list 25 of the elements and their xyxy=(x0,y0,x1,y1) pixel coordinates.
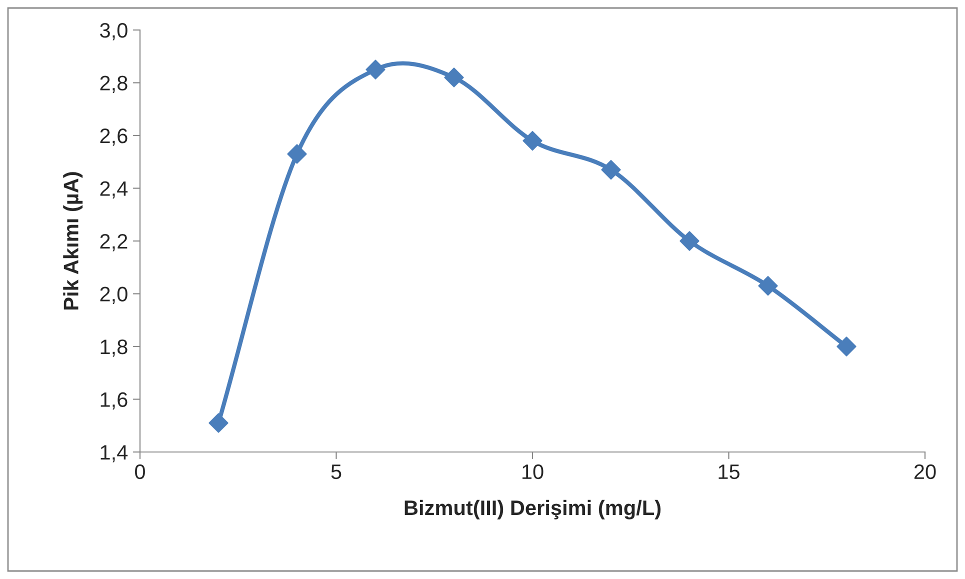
point xyxy=(208,413,228,433)
point xyxy=(680,231,700,251)
point xyxy=(758,276,778,296)
x-tick-label: 20 xyxy=(914,464,936,480)
y-tick-label: 2,0 xyxy=(100,286,128,304)
y-tick-label: 2,6 xyxy=(100,128,128,146)
x-tick-label: 0 xyxy=(135,464,145,480)
point xyxy=(366,60,386,80)
y-axis-title: Pik Akımı (µA) xyxy=(63,172,83,310)
x-axis-title: Bizmut(III) Derişimi (mg/L) xyxy=(404,500,661,520)
x-tick-label: 5 xyxy=(331,464,342,480)
point xyxy=(836,336,856,356)
y-tick-label: 3,0 xyxy=(100,23,128,40)
point xyxy=(287,144,307,164)
y-tick-label: 1,6 xyxy=(100,392,128,410)
y-tick-label: 2,2 xyxy=(100,234,128,252)
point xyxy=(444,68,464,88)
point xyxy=(522,130,542,151)
x-tick-label: 15 xyxy=(718,464,740,480)
y-tick-label: 1,4 xyxy=(100,445,128,462)
y-tick-label: 2,4 xyxy=(100,181,128,198)
point xyxy=(601,160,621,180)
y-tick-label: 1,8 xyxy=(100,340,128,357)
x-tick-label: 10 xyxy=(522,464,544,480)
y-tick-label: 2,8 xyxy=(100,76,128,93)
